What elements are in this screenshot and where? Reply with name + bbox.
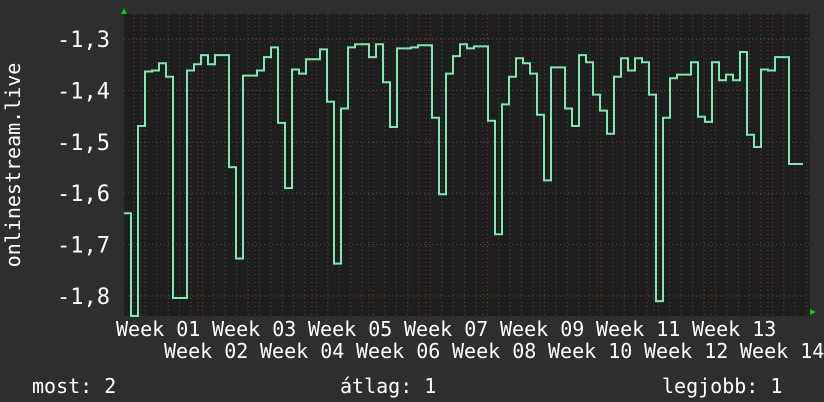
y-tick-label: -1,6 — [57, 182, 110, 207]
y-axis-label: onlinestream.live — [1, 63, 25, 268]
y-ticks: -1,3 -1,4 -1,5 -1,6 -1,7 -1,8 — [57, 28, 110, 310]
y-tick-label: -1,8 — [57, 285, 110, 310]
legend-current: most: 2 — [32, 374, 117, 398]
x-tick-label: Week 14 — [740, 339, 824, 363]
legend-best: legjobb: 1 — [662, 374, 783, 398]
x-axis-arrow-icon — [810, 309, 816, 315]
x-tick-label: Week 10 — [548, 339, 632, 363]
x-tick-label: Week 13 — [692, 317, 776, 341]
x-tick-label: Week 06 — [356, 339, 440, 363]
x-tick-label: Week 08 — [452, 339, 536, 363]
x-tick-label: Week 07 — [404, 317, 488, 341]
x-tick-label: Week 12 — [644, 339, 728, 363]
x-tick-label: Week 01 — [116, 317, 200, 341]
x-tick-label: Week 02 — [164, 339, 248, 363]
series-line — [124, 43, 803, 317]
y-axis-arrow-icon — [121, 8, 127, 14]
legend-average: átlag: 1 — [340, 374, 437, 398]
y-tick-label: -1,7 — [57, 234, 110, 259]
y-tick-label: -1,4 — [57, 80, 110, 105]
x-tick-label: Week 04 — [260, 339, 344, 363]
y-tick-label: -1,3 — [57, 28, 110, 53]
plot-background — [124, 14, 810, 316]
x-tick-label: Week 03 — [212, 317, 296, 341]
y-tick-label: -1,5 — [57, 131, 110, 156]
x-tick-label: Week 09 — [500, 317, 584, 341]
x-tick-label: Week 11 — [596, 317, 680, 341]
x-tick-label: Week 05 — [308, 317, 392, 341]
